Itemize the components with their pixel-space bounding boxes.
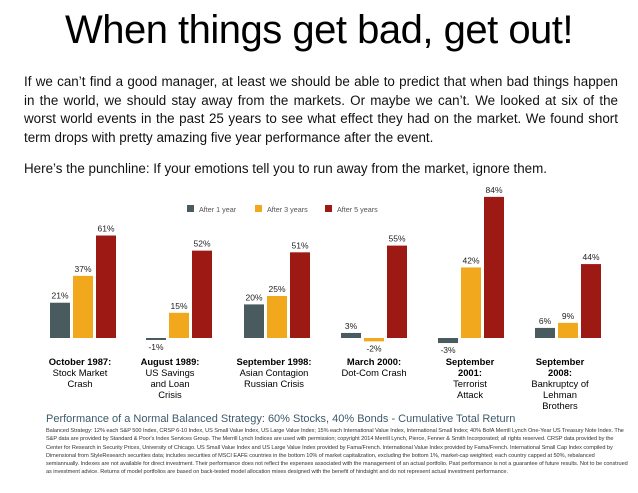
event-date: October 1987: (48, 356, 112, 367)
data-label: 25% (268, 284, 285, 294)
bar (461, 267, 481, 338)
event-date: March 2000: (346, 356, 402, 367)
bar (50, 302, 70, 338)
page-title: When things get bad, get out! (64, 8, 574, 52)
bar (96, 235, 116, 338)
disclaimer: Balanced Strategy: 12% each S&P 500 Inde… (46, 428, 628, 476)
data-label: 51% (291, 240, 308, 250)
bar (244, 304, 264, 338)
event-name: Dot-Com Crash (341, 367, 407, 378)
legend-swatch (325, 205, 332, 212)
legend-label: After 3 years (267, 205, 308, 214)
data-label: 9% (562, 311, 575, 321)
data-label: 44% (582, 252, 599, 262)
event-label-2: September 1998: Asian Contagion Russian … (228, 356, 320, 389)
data-label: -2% (366, 343, 382, 353)
bar (341, 332, 361, 338)
data-label: 3% (345, 321, 358, 331)
bar (267, 296, 287, 338)
data-label: 37% (74, 264, 91, 274)
event-date: September 2001: (445, 356, 495, 378)
event-date: September 1998: (236, 356, 312, 367)
bar (290, 252, 310, 338)
bar (73, 275, 93, 338)
bar (146, 338, 166, 340)
event-date: August 1989: (140, 356, 200, 367)
data-label: 6% (539, 316, 552, 326)
event-name: US Savings and Loan Crisis (145, 367, 195, 400)
event-name: Stock Market Crash (52, 367, 108, 389)
bar (558, 322, 578, 338)
event-name: Asian Contagion Russian Crisis (239, 367, 309, 389)
data-label: 52% (193, 239, 210, 249)
legend-label: After 1 year (199, 205, 237, 214)
bar (438, 338, 458, 344)
event-label-4: September 2001: Terrorist Attack (440, 356, 500, 400)
event-label-0: October 1987: Stock Market Crash (40, 356, 120, 389)
bar (535, 327, 555, 338)
event-label-3: March 2000: Dot-Com Crash (334, 356, 414, 378)
legend-swatch (255, 205, 262, 212)
punchline: Here’s the punchline: If your emotions t… (24, 161, 547, 176)
bar (387, 245, 407, 338)
returns-bar-chart: After 1 year After 3 years After 5 years 21… (50, 185, 601, 355)
data-label: 84% (485, 185, 502, 195)
event-name: Bankruptcy of Lehman Brothers (531, 378, 589, 411)
data-label: -3% (440, 345, 456, 355)
legend-label: After 5 years (337, 205, 378, 214)
bar (364, 338, 384, 342)
data-label: 21% (51, 291, 68, 301)
bar (192, 250, 212, 338)
bar (169, 312, 189, 338)
intro-paragraph: If we can’t find a good manager, at leas… (24, 74, 618, 145)
legend-swatch (187, 205, 194, 212)
data-label: 15% (170, 301, 187, 311)
bar (484, 196, 504, 338)
event-label-5: September 2008: Bankruptcy of Lehman Bro… (528, 356, 592, 411)
data-label: 61% (97, 224, 114, 234)
data-label: 55% (388, 234, 405, 244)
data-label: 20% (245, 292, 262, 302)
bar (581, 264, 601, 338)
event-name: Terrorist Attack (453, 378, 487, 400)
data-label: -1% (148, 342, 164, 352)
event-date: September 2008: (535, 356, 585, 378)
performance-title: Performance of a Normal Balanced Strateg… (46, 413, 516, 425)
data-label: 42% (462, 255, 479, 265)
event-label-1: August 1989: US Savings and Loan Crisis (138, 356, 202, 400)
